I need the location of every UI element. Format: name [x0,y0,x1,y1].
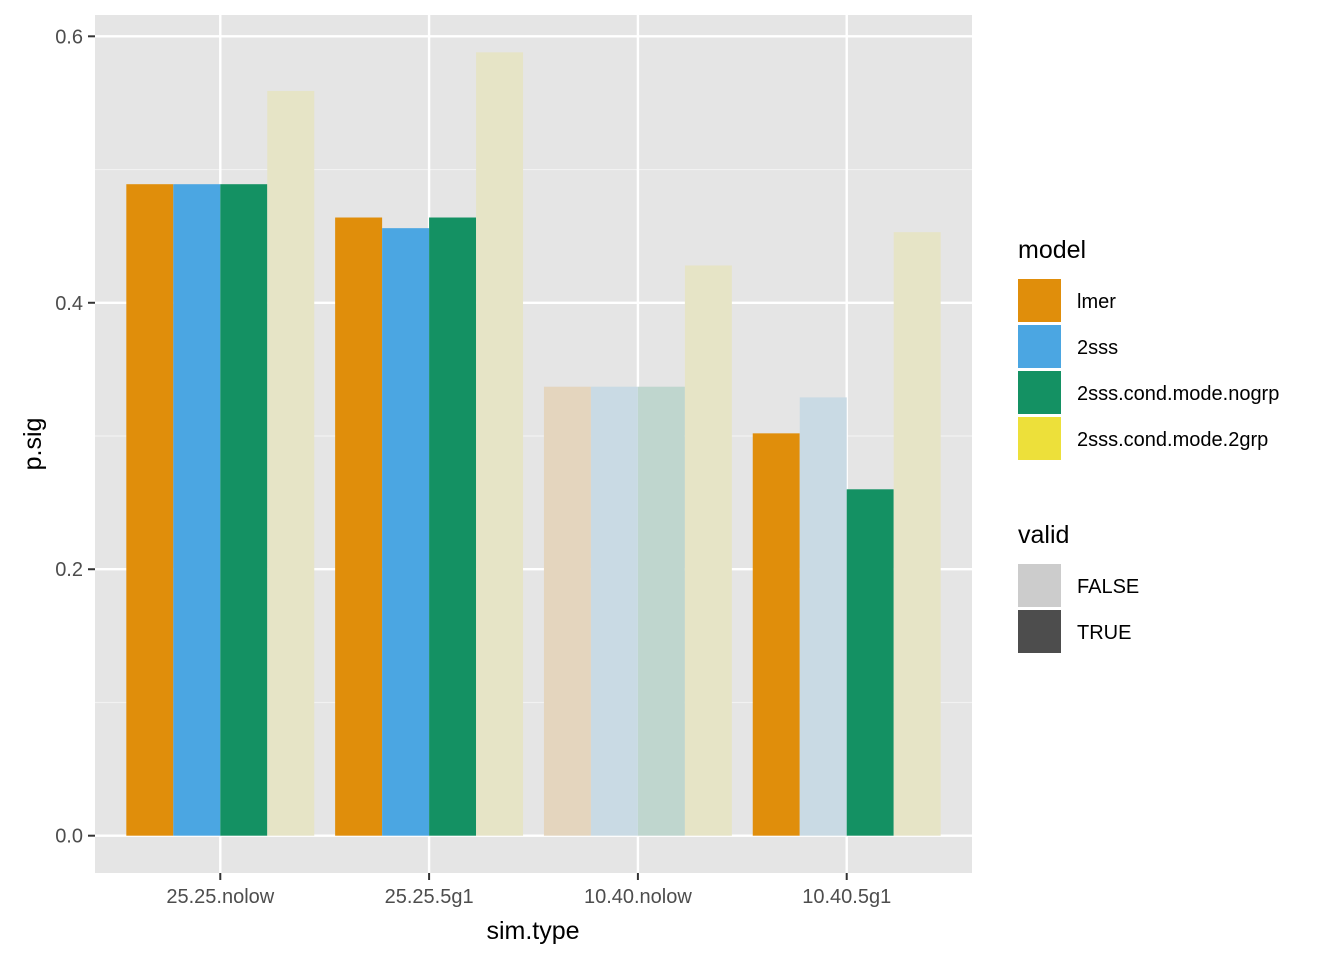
legend-title-model: model [1018,236,1086,264]
bar-2sss-10-40-5g1 [799,397,847,836]
legend-swatch-lmer [1018,279,1061,322]
legend-swatch-2sss [1018,325,1061,368]
bar-2sss-10-40-nolow [590,386,638,836]
bar-2sss-25-25-5g1 [382,228,430,836]
legend-label-lmer: lmer [1077,291,1116,313]
bar-2sss-cond-mode-2grp-25-25-nolow [267,90,315,836]
y-tick-label: 0.0 [55,826,83,848]
legend: model lmer 2sss 2sss.cond.mode.nogrp 2sss.c… [1018,236,1279,653]
bar-lmer-25-25-5g1 [335,217,383,836]
bar-2sss-cond-mode-2grp-25-25-5g1 [476,52,524,836]
y-tick-label: 0.6 [55,26,83,48]
y-tick-label: 0.4 [55,293,83,315]
legend-label-valid-true: TRUE [1077,622,1131,644]
y-tick-label: 0.2 [55,559,83,581]
bar-2sss-cond-mode-nogrp-25-25-nolow [220,184,268,836]
bar-2sss-cond-mode-nogrp-10-40-nolow [637,386,685,836]
legend-label-valid-false: FALSE [1077,576,1139,598]
bar-2sss-cond-mode-2grp-10-40-5g1 [893,232,941,836]
bar-lmer-10-40-nolow [543,386,591,836]
bar-2sss-cond-mode-2grp-10-40-nolow [684,265,732,836]
legend-swatch-2sss-cond-mode-2grp [1018,417,1061,460]
legend-swatch-2sss-cond-mode-nogrp [1018,371,1061,414]
legend-swatch-valid-false [1018,564,1061,607]
x-tick-label: 25.25.5g1 [385,886,474,908]
bar-2sss-25-25-nolow [173,184,221,836]
x-axis: 25.25.nolow 25.25.5g1 10.40.nolow 10.40.5g1 [166,873,891,908]
x-axis-title: sim.type [486,917,579,945]
x-tick-label: 10.40.5g1 [802,886,891,908]
bar-2sss-cond-mode-nogrp-10-40-5g1 [846,489,894,836]
bar-2sss-cond-mode-nogrp-25-25-5g1 [429,217,477,836]
bars [126,52,941,836]
y-axis-title: p.sig [19,418,47,471]
bar-lmer-25-25-nolow [126,184,174,836]
legend-swatch-valid-true [1018,610,1061,653]
bar-lmer-10-40-5g1 [752,433,800,836]
legend-label-2sss-cond-mode-2grp: 2sss.cond.mode.2grp [1077,429,1268,451]
x-tick-label: 10.40.nolow [584,886,692,908]
legend-label-2sss-cond-mode-nogrp: 2sss.cond.mode.nogrp [1077,383,1279,405]
x-tick-label: 25.25.nolow [166,886,274,908]
y-axis: 0.0 0.2 0.4 0.6 [55,26,95,848]
legend-title-valid: valid [1018,521,1069,549]
legend-label-2sss: 2sss [1077,337,1118,359]
